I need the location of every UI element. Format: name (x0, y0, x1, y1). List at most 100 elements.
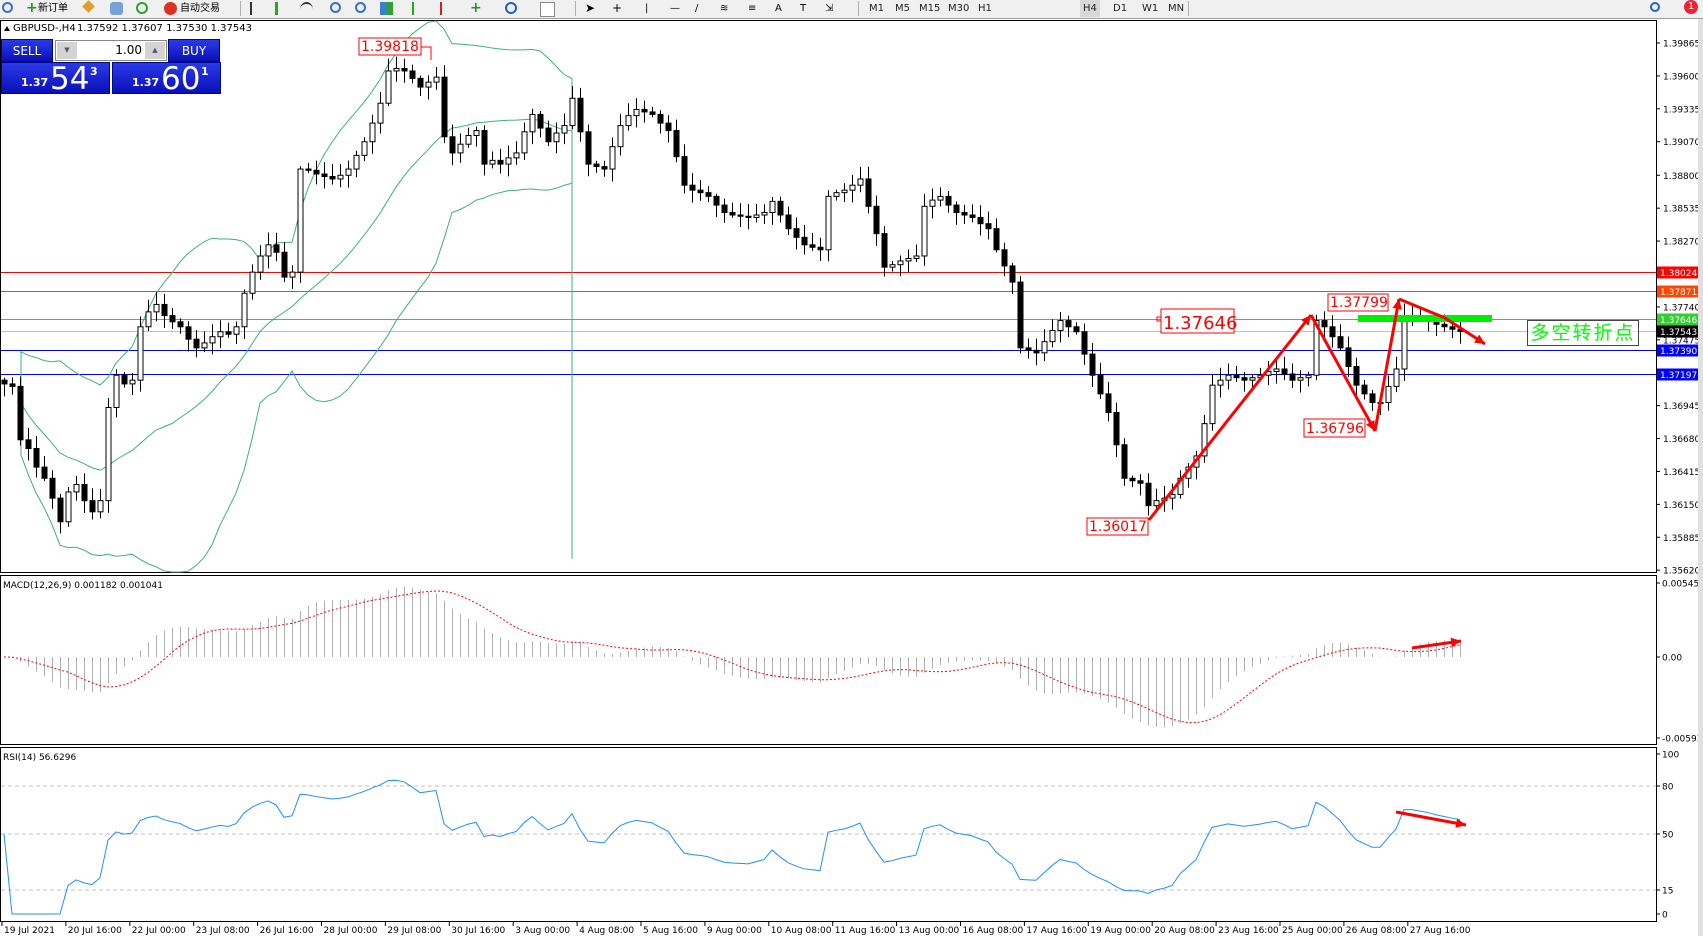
notification-badge[interactable]: 1 (1684, 0, 1698, 14)
periods-icon[interactable] (505, 2, 517, 14)
search-icon[interactable] (1650, 2, 1660, 12)
candle-bull (1049, 329, 1056, 343)
crosshair-icon[interactable]: + (612, 1, 623, 15)
buy-price-button[interactable]: 1.37 60 1 (112, 61, 221, 97)
candle-bull (513, 152, 520, 159)
bar-chart-icon[interactable] (250, 2, 265, 15)
level-price-label: 1.38024 (1660, 269, 1697, 279)
timeframe-d1[interactable]: D1 (1113, 3, 1128, 14)
candle-bull (369, 122, 376, 143)
arrows-icon[interactable]: ⇲ (825, 3, 834, 14)
candle-bull (633, 108, 640, 117)
candle-bull (385, 70, 392, 104)
scrollbar[interactable] (1698, 19, 1703, 936)
vertical-line-icon[interactable]: | (645, 3, 649, 14)
price-axis-label: 1.39070 (1663, 138, 1700, 148)
candle-bull (521, 131, 528, 154)
candle-bull (297, 168, 304, 273)
chart-shift-icon[interactable] (412, 2, 427, 15)
candle-bear (9, 383, 16, 387)
candle-bear (1065, 320, 1072, 328)
buy-button[interactable]: BUY (168, 39, 220, 62)
line-chart-icon[interactable] (300, 2, 313, 17)
tile-windows-icon[interactable] (380, 2, 393, 15)
lot-decrease-icon[interactable]: ▼ (57, 42, 77, 59)
lot-size-stepper[interactable]: ▼ 1.00 ▲ (55, 40, 167, 61)
candles (1, 56, 1464, 534)
pivot-anchor (1156, 316, 1162, 322)
terminal-icon[interactable] (110, 2, 123, 15)
timeframe-mn[interactable]: MN (1168, 3, 1185, 14)
bollinger-lower (20, 170, 573, 573)
time-axis-label: 17 Aug 16:00 (1026, 926, 1087, 936)
level-price-label: 1.37871 (1660, 288, 1697, 298)
candle-bear (1241, 377, 1248, 381)
wave-arrow-up-2-head (1392, 299, 1402, 310)
candle-bear (1361, 384, 1368, 395)
sell-price-prefix: 1.37 (21, 76, 49, 89)
timeframe-m5[interactable]: M5 (895, 3, 910, 14)
rsi-indicator (1, 779, 1656, 915)
candle-bear (1113, 411, 1120, 446)
collapse-triangle-icon[interactable] (4, 26, 10, 31)
candle-bear (121, 374, 128, 385)
candle-bull (1153, 500, 1160, 507)
auto-scroll-icon[interactable] (440, 2, 455, 15)
candle-bull (1217, 379, 1224, 386)
timeframe-w1[interactable]: W1 (1142, 3, 1159, 14)
text-label-icon[interactable]: T (800, 3, 807, 14)
candle-bull (425, 81, 432, 88)
timeframe-h1[interactable]: H1 (978, 3, 992, 14)
cursor-icon[interactable]: ➤ (585, 1, 596, 15)
candle-bear (641, 108, 648, 113)
candle-bear (993, 228, 1000, 251)
candle-bear (985, 223, 992, 230)
bollinger-middle (20, 118, 573, 471)
time-axis-label: 19 Jul 2021 (4, 926, 55, 936)
indicators-icon[interactable]: + (470, 0, 482, 16)
candle-bull (937, 195, 944, 201)
candle-bear (961, 212, 968, 216)
sell-button[interactable]: SELL (1, 39, 53, 62)
candle-bull (457, 143, 464, 154)
candle-bull (153, 303, 160, 313)
signals-icon[interactable] (136, 2, 148, 14)
fibonacci-icon[interactable]: ≋ (720, 3, 729, 14)
zoom-in-icon[interactable] (330, 2, 341, 13)
candle-bull (209, 336, 216, 344)
timeframe-m30[interactable]: M30 (948, 3, 970, 14)
horizontal-levels (1, 272, 1656, 375)
candlestick-icon[interactable] (275, 2, 291, 15)
new-order-button[interactable]: 新订单 (38, 3, 68, 14)
candle-bull (289, 271, 296, 278)
candle-bull (921, 205, 928, 257)
trendline-icon[interactable]: / (695, 3, 699, 14)
lot-size-input[interactable]: 1.00 (115, 43, 142, 57)
text-icon[interactable]: A (775, 3, 782, 14)
time-axis-label: 20 Jul 16:00 (68, 926, 122, 936)
channel-icon[interactable]: ≡ (748, 3, 757, 14)
rsi-axis-label: 100 (1662, 751, 1679, 761)
timeframe-m1[interactable]: M1 (869, 3, 884, 14)
auto-trading-icon[interactable] (164, 2, 177, 15)
sell-price-button[interactable]: 1.37 54 3 (1, 61, 110, 97)
candle-bear (1345, 347, 1352, 368)
candle-bear (537, 113, 544, 129)
candle-bear (1441, 323, 1448, 328)
new-order-icon[interactable]: + (26, 0, 38, 16)
timeframe-h4[interactable]: H4 (1080, 0, 1100, 17)
price-axis-label: 1.36150 (1663, 501, 1700, 511)
timeframe-m15[interactable]: M15 (919, 3, 941, 14)
horizontal-line-icon[interactable]: — (670, 3, 680, 14)
templates-icon[interactable] (540, 2, 555, 17)
auto-trading-button[interactable]: 自动交易 (180, 3, 220, 14)
zoom-out-icon[interactable] (355, 2, 366, 13)
lot-increase-icon[interactable]: ▲ (145, 42, 165, 59)
candle-bull (1401, 315, 1408, 370)
candle-bear (1369, 393, 1376, 404)
time-axis-label: 11 Aug 16:00 (835, 926, 896, 936)
candle-bull (105, 406, 112, 502)
candle-bear (401, 67, 408, 72)
search-icon[interactable] (2, 2, 13, 13)
